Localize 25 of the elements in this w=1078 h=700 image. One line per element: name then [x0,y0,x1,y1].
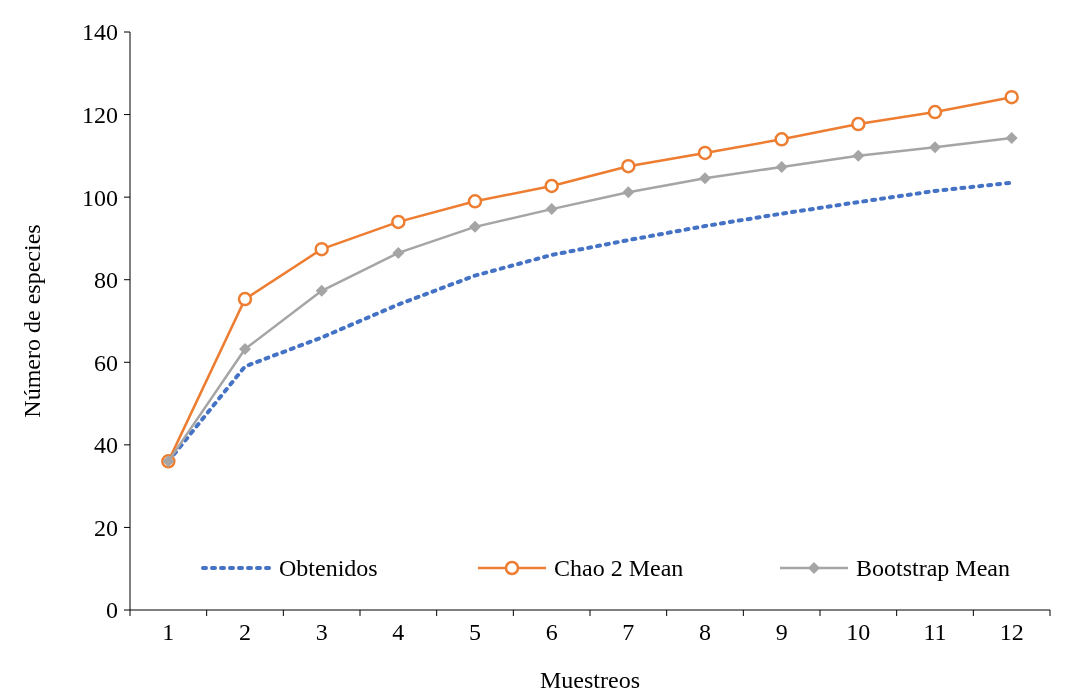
legend-label: Obtenidos [279,555,378,582]
x-tick-label: 5 [469,619,481,645]
x-tick-label: 11 [923,619,947,645]
y-tick-label: 120 [82,101,118,128]
y-tick-label: 60 [94,349,118,376]
x-tick-label: 2 [239,619,251,645]
y-tick-label: 80 [94,267,118,294]
x-tick-label: 6 [545,619,558,645]
x-tick-label: 4 [392,619,405,645]
x-axis-title: Muestreos [540,667,640,693]
legend-label: Chao 2 Mean [554,555,684,582]
x-tick-label: 8 [699,619,711,645]
x-tick-label: 10 [846,619,871,645]
x-tick-label: 3 [315,619,328,645]
y-tick-label: 140 [82,19,118,46]
y-tick-label: 100 [82,184,118,211]
y-tick-label: 20 [94,514,118,541]
x-tick-label: 12 [999,619,1024,645]
x-tick-label: 1 [162,619,175,645]
legend-label: Bootstrap Mean [856,555,1010,582]
y-tick-label: 0 [106,597,118,624]
x-tick-label: 9 [775,619,788,645]
x-tick-label: 7 [622,619,635,645]
y-axis-title: Número de especies [19,224,45,418]
y-tick-label: 40 [94,432,118,459]
